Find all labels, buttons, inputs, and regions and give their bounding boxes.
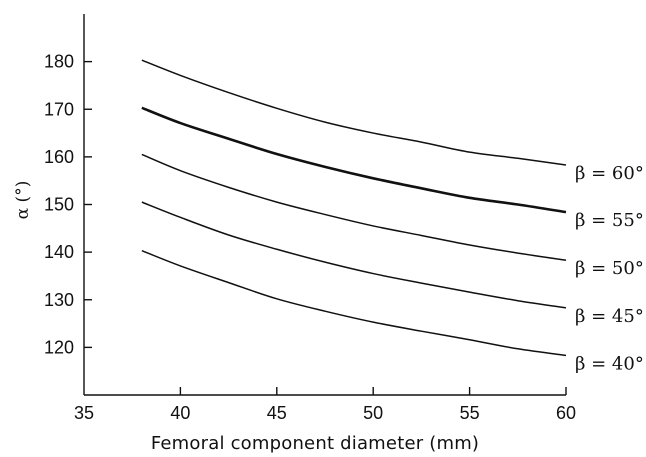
y-tick-label: 180: [44, 52, 74, 72]
x-tick-label: 55: [460, 403, 480, 423]
x-axis-title: Femoral component diameter (mm): [151, 433, 479, 454]
x-tick-label: 50: [363, 403, 383, 423]
series-label-beta-60: β = 60°: [575, 163, 644, 184]
y-tick-label: 130: [44, 290, 74, 310]
series-line-beta-60: [141, 59, 567, 166]
x-tick-label: 35: [74, 403, 94, 423]
series-line-beta-45: [141, 201, 567, 309]
y-tick-label: 170: [44, 99, 74, 119]
x-tick-label: 60: [556, 403, 576, 423]
x-tick-label: 45: [267, 403, 287, 423]
series-labels: β = 60° β = 55° β = 50° β = 45° β = 40°: [575, 163, 644, 375]
x-tick-label: 40: [170, 403, 190, 423]
series-line-beta-40: [141, 250, 567, 357]
series-label-beta-40: β = 40°: [575, 353, 644, 374]
y-tick-label: 160: [44, 147, 74, 167]
series-label-beta-50: β = 50°: [575, 258, 644, 279]
y-tick-label: 150: [44, 195, 74, 215]
series-label-beta-45: β = 45°: [575, 306, 644, 327]
axes: [83, 14, 566, 396]
series-label-beta-55: β = 55°: [575, 210, 644, 231]
series-lines: [141, 59, 567, 357]
y-tick-label: 140: [44, 242, 74, 262]
series-line-beta-50: [141, 153, 567, 261]
series-line-beta-55: [141, 106, 567, 214]
y-tick-label: 120: [44, 337, 74, 357]
y-axis-title: α (°): [13, 181, 33, 220]
tick-marks: 35 40 45 50 55 60 120 130 140 150 160 170 180: [44, 52, 576, 423]
